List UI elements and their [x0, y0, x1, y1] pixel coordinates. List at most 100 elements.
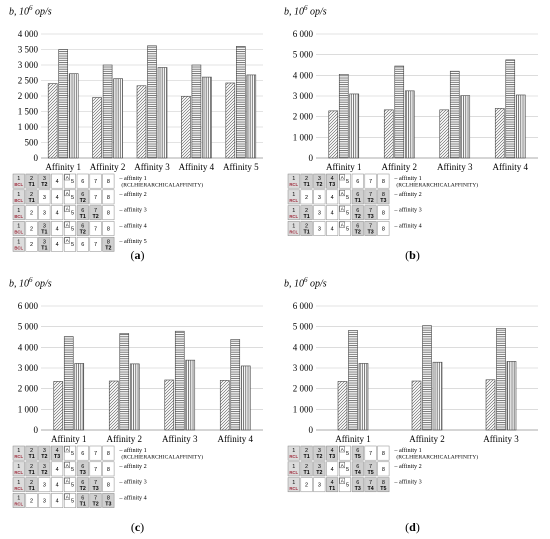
core-assignment: T2	[316, 470, 322, 476]
core-cell	[326, 205, 339, 221]
core-assignment: T2	[80, 198, 86, 204]
core-cell	[51, 173, 64, 189]
core-number: 7	[94, 242, 97, 248]
core-number: 2	[30, 192, 33, 198]
core-cell	[300, 189, 313, 205]
affinity-marker-label: A	[341, 207, 344, 212]
core-number: 3	[318, 211, 321, 217]
core-cell	[63, 221, 76, 236]
core-cell	[287, 221, 300, 236]
core-cell	[364, 189, 377, 205]
core-number: 3	[43, 464, 46, 470]
y-tick-label: 2 000	[293, 112, 314, 122]
core-cell	[51, 205, 64, 221]
bar	[449, 70, 460, 159]
bar	[119, 333, 130, 431]
core-assignment: T2	[316, 454, 322, 460]
affinity-marker-label: A	[341, 447, 344, 452]
y-tick-label: 4 000	[18, 29, 39, 39]
affinity-marker-label: A	[341, 463, 344, 468]
core-assignment: T2	[92, 214, 98, 220]
bar	[129, 363, 140, 431]
legend-entry: – affinity 2	[393, 463, 421, 470]
core-number: 4	[56, 483, 59, 489]
core-cell	[12, 461, 25, 477]
core-cell	[338, 189, 351, 205]
core-number: 4	[331, 195, 334, 201]
core-cell	[313, 461, 326, 477]
core-cell	[38, 189, 51, 205]
legend-note: (RCLHIERARCHICALAFFINITY)	[121, 454, 203, 461]
core-cell	[76, 189, 89, 205]
core-number: 7	[369, 192, 372, 198]
core-number: 3	[43, 448, 46, 454]
core-assignment: T1	[28, 182, 34, 188]
core-assignment: T2	[367, 198, 373, 204]
core-assignment: T5	[367, 470, 373, 476]
core-assignment: BCL	[14, 198, 23, 203]
core-number: 8	[107, 226, 110, 232]
y-tick-label: 0	[34, 425, 39, 435]
core-number: 6	[356, 208, 359, 214]
core-number: 7	[94, 195, 97, 201]
core-number: 7	[94, 496, 97, 502]
core-number: 2	[305, 176, 308, 182]
core-cell	[25, 477, 38, 493]
panel-label: (d)	[405, 520, 420, 534]
core-number: 4	[56, 242, 59, 248]
affinity-marker-label: A	[66, 238, 69, 243]
core-cell	[364, 205, 377, 221]
core-cell	[287, 461, 300, 477]
core-cell	[351, 221, 364, 236]
bar	[108, 380, 119, 431]
y-tick-label: 2 500	[18, 76, 39, 86]
y-axis-label: b, 106 op/s	[9, 4, 52, 18]
core-assignment: BCL	[14, 230, 23, 235]
core-number: 2	[305, 208, 308, 214]
core-cell	[38, 236, 51, 252]
affinity-marker	[64, 205, 70, 212]
legend-entry: – affinity 2	[118, 191, 146, 198]
core-number: 5	[346, 211, 349, 217]
core-number: 6	[356, 192, 359, 198]
core-cell	[63, 236, 76, 252]
y-tick-label: 5 000	[18, 322, 39, 332]
core-number: 7	[369, 464, 372, 470]
y-axis-label: b, 106 op/s	[9, 276, 52, 290]
core-cell	[326, 477, 339, 493]
core-assignment: T2	[80, 230, 86, 236]
core-number: 1	[17, 448, 20, 454]
core-assignment: T2	[80, 486, 86, 492]
core-number: 7	[94, 467, 97, 473]
core-cell	[102, 173, 115, 189]
core-assignment: RCL	[289, 454, 298, 459]
chart-panel-c: b, 106 op/s 0 1 000 2 000 3 000 4 000 5 000 6 …	[5, 272, 270, 534]
affinity-marker	[64, 493, 70, 500]
affinity-marker-label: A	[66, 222, 69, 227]
core-cell	[377, 477, 390, 493]
core-number: 2	[30, 242, 33, 248]
core-number: 5	[346, 451, 349, 457]
core-number: 2	[305, 224, 308, 230]
core-assignment: RCL	[14, 470, 23, 475]
core-cell	[313, 173, 326, 189]
core-assignment: RCL	[14, 486, 23, 491]
bar	[432, 361, 443, 431]
bar	[147, 45, 157, 159]
bar	[349, 93, 360, 159]
core-number: 8	[107, 483, 110, 489]
core-number: 8	[107, 195, 110, 201]
affinity-marker-label: A	[341, 479, 344, 484]
core-number: 3	[43, 483, 46, 489]
core-cell	[351, 205, 364, 221]
core-cell	[300, 173, 313, 189]
affinity-marker	[64, 477, 70, 484]
core-cell	[377, 189, 390, 205]
core-number: 1	[292, 224, 295, 230]
legend-note: (RCLHIERARCHICALAFFINITY)	[121, 182, 203, 189]
core-cell	[313, 221, 326, 236]
core-cell	[25, 493, 38, 508]
core-cell	[364, 461, 377, 477]
y-tick-label: 4 000	[293, 342, 314, 352]
y-tick-label: 3 000	[293, 363, 314, 373]
